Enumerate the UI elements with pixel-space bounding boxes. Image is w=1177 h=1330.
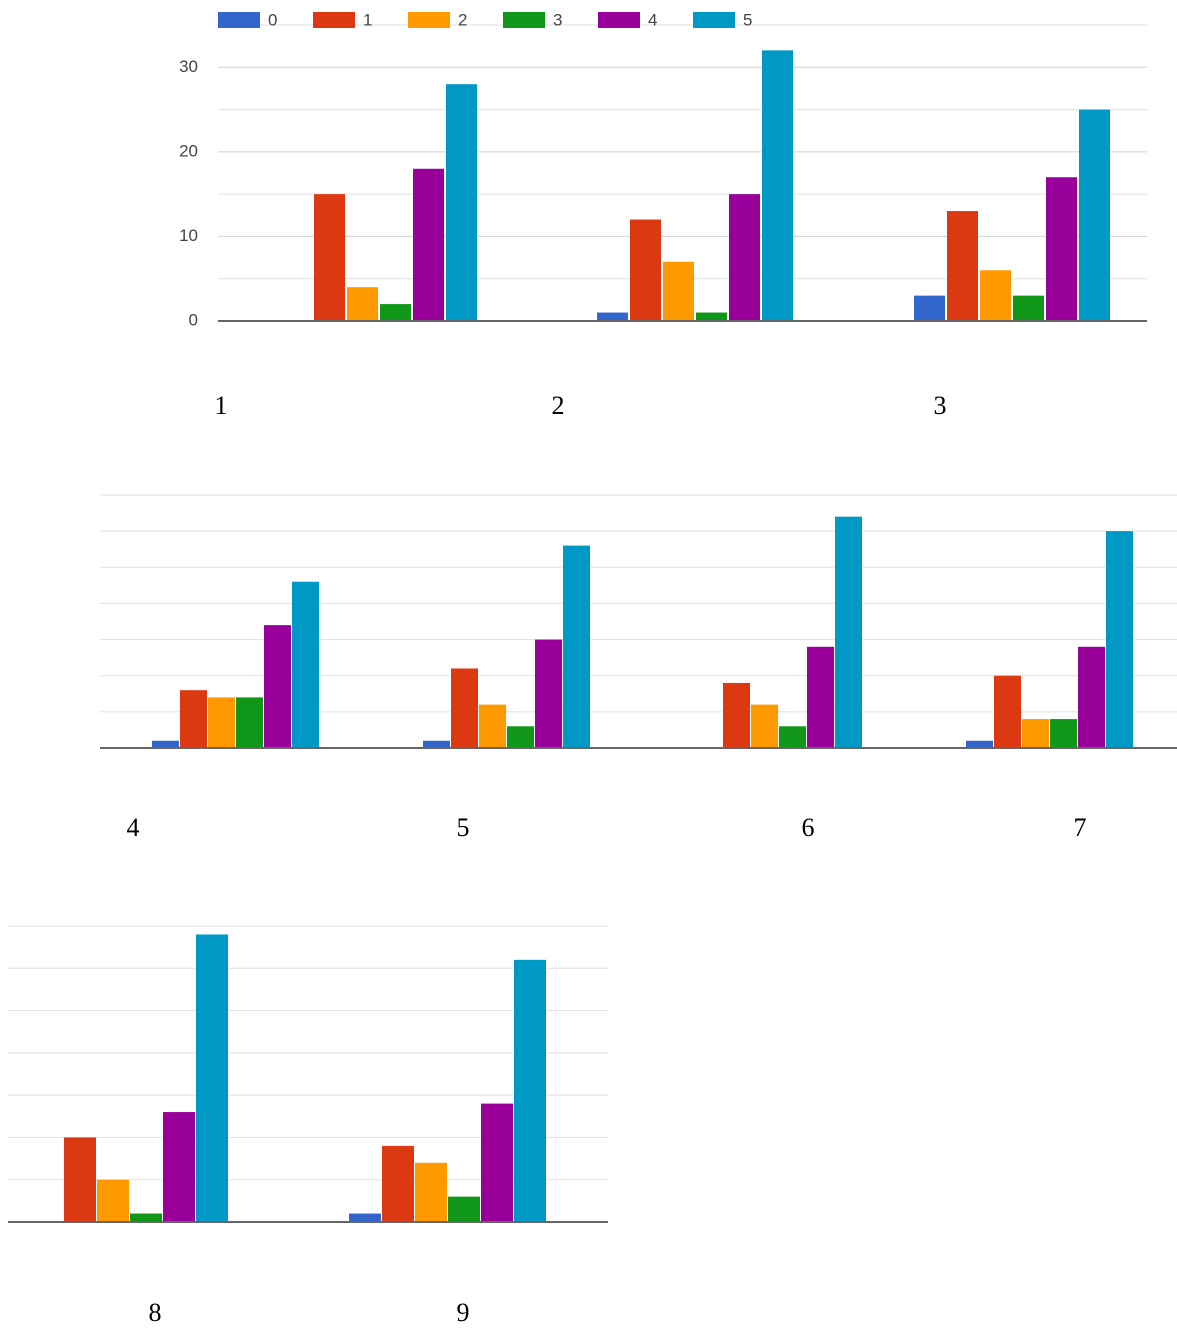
bar [64, 1137, 96, 1222]
bar [630, 219, 661, 321]
y-tick-label: 30 [179, 57, 198, 76]
bar [980, 270, 1011, 321]
category-label: 9 [457, 1298, 470, 1327]
legend-swatch [598, 12, 640, 28]
bar [807, 646, 834, 748]
bar [97, 1179, 129, 1222]
bar [563, 545, 590, 748]
bar [236, 697, 263, 748]
category-label: 6 [802, 813, 815, 842]
y-tick-label: 10 [179, 226, 198, 245]
bar [413, 168, 444, 321]
bar [914, 295, 945, 321]
bar [423, 740, 450, 748]
bar [751, 704, 778, 748]
bar [415, 1162, 447, 1222]
legend-label: 4 [648, 10, 657, 29]
bar [762, 50, 793, 321]
bar [479, 704, 506, 748]
bar [507, 726, 534, 748]
legend-label: 3 [553, 10, 562, 29]
legend-swatch [218, 12, 260, 28]
y-tick-label: 0 [189, 310, 198, 329]
category-label: 5 [457, 813, 470, 842]
bar [451, 668, 478, 748]
bar [1106, 531, 1133, 748]
legend-swatch [503, 12, 545, 28]
bar [152, 740, 179, 748]
bar [696, 312, 727, 321]
category-label: 1 [215, 391, 228, 420]
legend-label: 0 [268, 10, 277, 29]
legend-label: 2 [458, 10, 467, 29]
bar [448, 1196, 480, 1222]
bar [264, 625, 291, 748]
bar [196, 934, 228, 1222]
legend-swatch [693, 12, 735, 28]
bar [180, 690, 207, 748]
bar [347, 287, 378, 321]
bar [535, 639, 562, 748]
bar [380, 304, 411, 321]
legend-label: 1 [363, 10, 372, 29]
bar [1022, 719, 1049, 748]
bar [292, 581, 319, 748]
bar [163, 1112, 195, 1222]
bar [1013, 295, 1044, 321]
bar [208, 697, 235, 748]
bar [663, 261, 694, 321]
bar [382, 1145, 414, 1222]
bar [779, 726, 806, 748]
y-tick-label: 20 [179, 141, 198, 160]
bar [1078, 646, 1105, 748]
bar [947, 211, 978, 321]
bar [966, 740, 993, 748]
bar [349, 1213, 381, 1222]
bar [597, 312, 628, 321]
bar [314, 194, 345, 321]
category-label: 3 [934, 391, 947, 420]
category-label: 7 [1074, 813, 1087, 842]
bar [1046, 177, 1077, 321]
bar [723, 682, 750, 748]
bar [729, 194, 760, 321]
legend-swatch [313, 12, 355, 28]
bar [446, 84, 477, 321]
legend-label: 5 [743, 10, 752, 29]
bar [481, 1103, 513, 1222]
bar [1050, 719, 1077, 748]
legend-swatch [408, 12, 450, 28]
category-label: 8 [149, 1298, 162, 1327]
bar [514, 959, 546, 1222]
category-label: 2 [552, 391, 565, 420]
bar [1079, 109, 1110, 321]
bar [130, 1213, 162, 1222]
bar [835, 516, 862, 748]
category-label: 4 [127, 813, 140, 842]
bar [994, 675, 1021, 748]
